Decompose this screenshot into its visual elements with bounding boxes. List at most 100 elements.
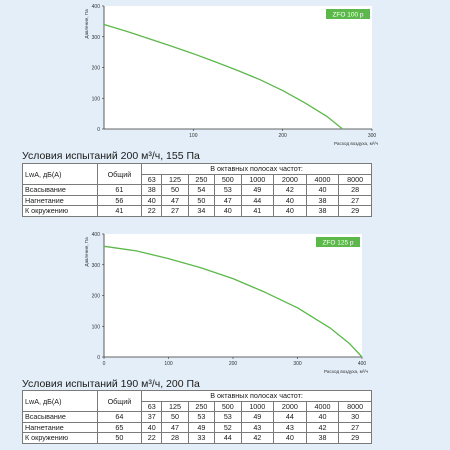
table-row: К окружению 41 22 27 34 40 41 40 38 29: [22, 205, 372, 217]
row-value: 40: [141, 421, 163, 433]
row-label: К окружению: [22, 432, 98, 444]
row-value: 27: [161, 205, 189, 217]
row-value: 53: [214, 411, 242, 423]
row-value: 34: [187, 205, 216, 217]
header-frequency: 125: [161, 400, 189, 412]
plot-area: [104, 6, 372, 129]
noise-table-1: LwA, дБ(A) Общий В октавных полосах частот…: [22, 163, 372, 217]
row-total: 56: [96, 194, 143, 206]
y-tick-label: 400: [92, 232, 101, 238]
row-value: 53: [187, 411, 216, 423]
x-tick-label: 200: [229, 361, 238, 367]
header-lwa: LwA, дБ(A): [22, 163, 98, 185]
header-frequency: 8000: [338, 400, 372, 412]
row-value: 28: [161, 432, 189, 444]
model-badge: [326, 9, 370, 19]
row-value: 49: [240, 411, 275, 423]
row-value: 40: [305, 184, 340, 196]
row-value: 40: [273, 432, 307, 444]
row-value: 50: [161, 411, 189, 423]
y-tick-label: 400: [92, 4, 101, 10]
table-row: Нагнетание 56 40 47 50 47 44 40 38 27: [22, 194, 372, 206]
row-value: 52: [214, 421, 242, 433]
row-value: 42: [305, 421, 340, 433]
series-line: [103, 245, 363, 358]
y-tick-label: 300: [92, 35, 101, 41]
header-octave: В октавных полосах частот:: [141, 163, 372, 175]
x-tick-label: 0: [103, 361, 106, 367]
row-value: 50: [161, 184, 189, 196]
header-frequency: 1000: [240, 400, 275, 412]
row-total: 64: [96, 411, 143, 423]
chart-zfo-100: 0 100 200 300 400 100 200 300 Давление, Па Расход…: [4, 2, 446, 150]
x-axis-label: Расход воздуха, м³/ч: [334, 141, 379, 146]
y-tick-label: 300: [92, 263, 101, 269]
row-label: К окружению: [22, 205, 98, 217]
row-total: 61: [96, 184, 143, 196]
y-tick-label: 200: [92, 294, 101, 300]
row-value: 49: [240, 184, 275, 196]
x-tick-label: 300: [293, 361, 302, 367]
header-frequency: 2000: [273, 400, 307, 412]
row-value: 33: [187, 432, 216, 444]
row-value: 43: [273, 421, 307, 433]
row-value: 43: [240, 421, 275, 433]
y-tick-label: 0: [97, 355, 100, 361]
row-value: 30: [338, 411, 372, 423]
header-frequency: 125: [161, 173, 189, 185]
y-tick-label: 100: [92, 96, 101, 102]
series-line: [103, 23, 343, 130]
header-frequency: 500: [214, 173, 242, 185]
row-value: 47: [161, 421, 189, 433]
row-value: 47: [161, 194, 189, 206]
row-label: Нагнетание: [22, 194, 98, 206]
row-value: 40: [273, 205, 307, 217]
header-frequency: 500: [214, 400, 242, 412]
row-value: 29: [338, 432, 372, 444]
chart-title: ZFO 100 р: [332, 12, 363, 19]
row-value: 27: [338, 194, 372, 206]
test-conditions-1: Условия испытаний 200 м³/ч, 155 Па: [22, 150, 200, 162]
row-total: 41: [96, 205, 143, 217]
header-frequency: 2000: [273, 173, 307, 185]
row-value: 29: [338, 205, 372, 217]
row-total: 50: [96, 432, 143, 444]
chart-title: ZFO 125 р: [322, 240, 353, 247]
row-label: Нагнетание: [22, 421, 98, 433]
row-value: 42: [240, 432, 275, 444]
y-axis-label: Давление, Па: [84, 237, 89, 267]
row-value: 22: [141, 432, 163, 444]
table-row: Всасывание 61 38 50 54 53 49 42 40 28: [22, 184, 372, 196]
row-label: Всасывание: [22, 184, 98, 196]
header-frequency: 63: [141, 173, 163, 185]
header-octave: В октавных полосах частот:: [141, 390, 372, 402]
x-tick-label: 400: [358, 361, 367, 367]
y-tick-label: 100: [92, 324, 101, 330]
row-total: 65: [96, 421, 143, 433]
row-value: 49: [187, 421, 216, 433]
y-tick-label: 0: [97, 127, 100, 133]
test-conditions-2: Условия испытаний 190 м³/ч, 200 Па: [22, 378, 200, 390]
row-value: 42: [273, 184, 307, 196]
x-tick-label: 300: [368, 133, 377, 139]
table-row: Всасывание 64 37 50 53 53 49 44 40 30: [22, 411, 372, 423]
x-tick-label: 100: [164, 361, 173, 367]
x-tick-label: 200: [278, 133, 287, 139]
row-value: 41: [240, 205, 275, 217]
y-axis-label: Давление, Па: [84, 9, 89, 39]
x-tick-label: 100: [189, 133, 198, 139]
row-value: 38: [141, 184, 163, 196]
row-value: 47: [214, 194, 242, 206]
row-value: 50: [187, 194, 216, 206]
header-frequency: 8000: [338, 173, 372, 185]
row-value: 44: [240, 194, 275, 206]
noise-table-2: LwA, дБ(A) Общий В октавных полосах частот…: [22, 390, 372, 444]
header-frequency: 4000: [305, 173, 340, 185]
header-frequency: 1000: [240, 173, 275, 185]
row-value: 44: [214, 432, 242, 444]
header-frequency: 4000: [305, 400, 340, 412]
row-label: Всасывание: [22, 411, 98, 423]
row-value: 28: [338, 184, 372, 196]
row-value: 38: [305, 194, 340, 206]
